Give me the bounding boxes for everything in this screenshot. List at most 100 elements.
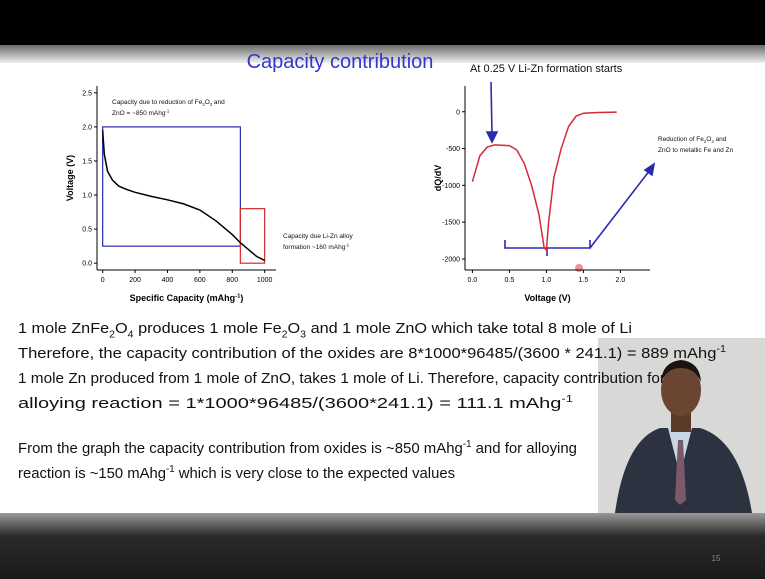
text-line: 1 mole Zn produced from 1 mole of ZnO, t…	[18, 370, 665, 387]
cursor-dot	[575, 264, 583, 272]
text-run: O	[706, 136, 711, 143]
text-line: Therefore, the capacity contribution of …	[18, 344, 726, 362]
text-run: Capacity due to reduction of Fe	[112, 99, 203, 106]
subscript: 3	[210, 102, 213, 107]
x-axis-label: Voltage (V)	[524, 293, 570, 303]
capacity-box	[239, 208, 266, 264]
text-run: formation ~160 mAhg	[283, 244, 346, 251]
arrow-head	[643, 162, 656, 177]
y-tick-label: 1.5	[82, 158, 92, 165]
supscript: -1	[165, 108, 169, 113]
annotation: ZnO = ~850 mAhg-1	[112, 108, 170, 117]
text-run: reaction is ~150 mAhg	[18, 465, 166, 482]
y-tick-label: 0.0	[82, 261, 92, 268]
x-tick-label: 0	[101, 277, 105, 284]
text-run: Specific Capacity (mAhg	[130, 293, 236, 303]
text-run: which is very close to the expected valu…	[175, 465, 455, 482]
supscript: -1	[463, 439, 472, 450]
x-tick-label: 1.0	[542, 277, 552, 284]
annotation: Capacity due Li-Zn alloy	[283, 233, 353, 240]
text-run: and 1 mole ZnO which take total 8 mole o…	[306, 320, 632, 337]
annotation: Capacity due to reduction of Fe2O3 and	[112, 99, 225, 107]
supscript: -1	[561, 394, 573, 405]
x-tick-label: 1000	[257, 277, 273, 284]
subscript: 2	[202, 102, 205, 107]
y-tick-label: -500	[446, 146, 460, 153]
y-tick-label: -2000	[442, 256, 460, 263]
presenter	[598, 338, 765, 513]
subscript: 2	[704, 139, 707, 144]
annotation: Reduction of Fe2O3 and	[658, 136, 727, 144]
annotation: At 0.25 V Li-Zn formation starts	[470, 63, 623, 75]
text-run: and	[212, 99, 225, 106]
y-tick-label: 2.0	[82, 124, 92, 131]
y-axis-label: Voltage (V)	[65, 155, 75, 201]
text-run: Therefore, the capacity contribution of …	[18, 345, 716, 362]
neck	[671, 410, 691, 432]
text-run: and for alloying	[471, 440, 577, 457]
subscript: 2	[109, 330, 115, 341]
head	[661, 364, 701, 416]
text-run: produces 1 mole Fe	[134, 320, 282, 337]
x-tick-label: 800	[226, 277, 238, 284]
top-bar	[0, 0, 765, 45]
subscript: 4	[128, 330, 134, 341]
footer-band	[0, 513, 765, 579]
tie	[675, 440, 686, 505]
x-tick-label: 200	[129, 277, 141, 284]
y-tick-label: 2.5	[82, 90, 92, 97]
y-tick-label: -1500	[442, 220, 460, 227]
header-band	[0, 45, 765, 63]
subscript: 3	[711, 139, 714, 144]
page-number: 15	[712, 554, 721, 563]
text-run: Voltage (V)	[524, 293, 570, 303]
x-tick-label: 2.0	[616, 277, 626, 284]
supscript: -1	[235, 293, 241, 299]
x-tick-label: 1.5	[579, 277, 589, 284]
text-line: reaction is ~150 mAhg-1 which is very cl…	[18, 464, 455, 482]
text-run: ZnO = ~850 mAhg	[112, 110, 166, 117]
data-line	[101, 130, 265, 262]
hair	[661, 360, 701, 382]
y-tick-label: 0	[456, 109, 460, 116]
text-run: Capacity due Li-Zn alloy	[283, 233, 353, 240]
y-tick-label: 0.5	[82, 227, 92, 234]
text-line: From the graph the capacity contribution…	[18, 439, 577, 457]
annotation: formation ~160 mAhg-1	[283, 242, 350, 251]
slide-title: Capacity contribution	[247, 51, 434, 73]
text-run: O	[205, 99, 210, 106]
text-run: )	[240, 293, 243, 303]
data-line	[471, 111, 617, 252]
capacity-box	[102, 126, 241, 247]
text-run: From the graph the capacity contribution…	[18, 440, 463, 457]
y-tick-label: -1000	[442, 183, 460, 190]
y-axis-label: dQ/dV	[433, 165, 443, 192]
text-run: O	[115, 320, 128, 337]
arrow	[589, 169, 651, 249]
x-tick-label: 0.5	[505, 277, 515, 284]
arrow	[490, 81, 493, 135]
text-run: 1 mole ZnFe	[18, 320, 109, 337]
subscript: 2	[282, 330, 288, 341]
text-line: alloying reaction = 1*1000*96485/(3600*2…	[18, 394, 573, 412]
text-run: At 0.25 V Li-Zn formation starts	[470, 63, 623, 75]
x-tick-label: 600	[194, 277, 206, 284]
subscript: 3	[300, 330, 306, 341]
text-line: 1 mole ZnFe 2O4 produces 1 mole Fe 2O3 and…	[18, 320, 632, 341]
supscript: -1	[716, 344, 726, 355]
x-tick-label: 0.0	[468, 277, 478, 284]
supscript: -1	[345, 242, 349, 247]
y-tick-label: 1.0	[82, 193, 92, 200]
text-run: alloying reaction = 1*1000*96485/(3600*2…	[18, 395, 561, 412]
x-tick-label: 400	[162, 277, 174, 284]
x-axis-label: Specific Capacity (mAhg-1)	[130, 293, 244, 303]
supscript: -1	[166, 464, 175, 475]
arrow-head	[485, 131, 499, 144]
text-run: O	[288, 320, 301, 337]
text-run: and	[714, 136, 727, 143]
text-run: 1 mole Zn produced from 1 mole of ZnO, t…	[18, 370, 665, 387]
annotation: ZnO to metallic Fe and Zn	[658, 147, 734, 154]
text-run: ZnO to metallic Fe and Zn	[658, 147, 734, 154]
